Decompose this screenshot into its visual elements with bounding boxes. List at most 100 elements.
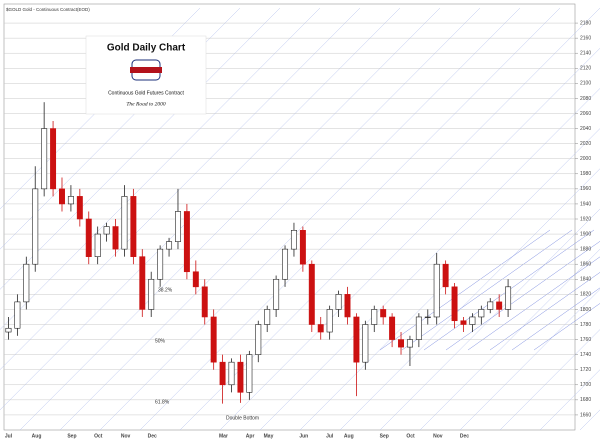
candle-body [496, 301, 503, 310]
x-tick-label: Jun [299, 433, 308, 439]
candle-body [94, 233, 101, 257]
candle-body [85, 218, 92, 257]
candle-body [255, 324, 262, 355]
candle-body [371, 309, 378, 325]
y-tick-label: 1720 [580, 367, 591, 373]
candle-body [192, 271, 199, 288]
candle-body [451, 286, 458, 322]
candle-body [326, 309, 333, 333]
x-tick-label: Apr [246, 433, 255, 439]
candle-body [264, 309, 271, 325]
candle-body [175, 211, 181, 242]
x-tick-label: Sep [67, 433, 76, 439]
y-tick-label: 2160 [580, 35, 591, 41]
y-tick-label: 1960 [580, 186, 591, 192]
trend-line [489, 272, 600, 351]
candle-body [59, 188, 65, 205]
annotation: 61.8% [155, 399, 170, 405]
x-tick-label: Aug [344, 433, 354, 439]
candle-body [362, 324, 369, 363]
candle-body [67, 196, 74, 205]
x-tick-label: Sep [380, 433, 389, 439]
trend-line [379, 229, 551, 351]
annotation: 38.2% [158, 287, 173, 293]
x-tick-label: Oct [94, 433, 103, 439]
candle-body [183, 211, 190, 273]
annotation: Double Bottom [226, 415, 259, 421]
candle-body [380, 309, 387, 318]
x-tick-label: Nov [121, 433, 131, 439]
y-tick-label: 2100 [580, 81, 591, 87]
candle-body [353, 316, 360, 363]
x-tick-label: Nov [433, 433, 443, 439]
x-tick-label: Jul [5, 433, 13, 439]
candle-body [344, 294, 351, 318]
candle-body [219, 361, 226, 386]
x-tick-label: Dec [148, 433, 157, 439]
trend-line [511, 287, 600, 351]
candle-body [201, 286, 208, 318]
y-tick-label: 2020 [580, 141, 591, 147]
y-tick-label: 1820 [580, 292, 591, 298]
y-tick-label: 1680 [580, 397, 591, 403]
candle-body [50, 128, 57, 190]
candle-body [505, 286, 512, 310]
y-tick-label: 1900 [580, 231, 591, 237]
axes: 1660 1680 1700 1720 1740 1760 1780 1800 1820 1840… [5, 20, 591, 439]
candle-body [406, 339, 413, 348]
candle-body [148, 278, 155, 310]
trend-line [419, 248, 600, 431]
candle-body [14, 301, 21, 329]
candle-body [237, 361, 244, 393]
chart-tagline: The Road to 2000 [126, 101, 166, 107]
candle-body [32, 188, 39, 265]
candle-body [433, 263, 440, 318]
candle-body [478, 309, 485, 318]
candle-body [308, 263, 315, 325]
x-tick-label: May [264, 433, 274, 439]
chart-title: Gold Daily Chart [107, 43, 186, 54]
candle-body [290, 230, 297, 250]
candle-body [469, 316, 476, 325]
x-tick-label: Mar [219, 433, 228, 439]
y-tick-label: 1940 [580, 201, 591, 207]
trend-line [379, 208, 600, 431]
trend-line [533, 303, 600, 351]
candle-body [317, 324, 324, 333]
candle-body [246, 354, 253, 393]
annotation: 50% [155, 338, 166, 344]
candle-body [228, 361, 235, 386]
chart-subtitle: Continuous Gold Futures Contract [108, 90, 184, 96]
candle-body [166, 241, 173, 250]
candle-body [210, 316, 217, 363]
y-tick-label: 2180 [580, 20, 591, 26]
y-tick-label: 2140 [580, 51, 591, 57]
candle-body [23, 263, 30, 303]
candle-body [41, 128, 48, 190]
chart-header: $GOLD Gold - Continuous Contract(EOD) [6, 7, 90, 12]
candle-body [460, 320, 467, 325]
y-tick-label: 2040 [580, 126, 591, 132]
candle-body [112, 226, 119, 250]
candle-body [415, 316, 422, 340]
candle-body [282, 248, 289, 280]
candle-body [157, 248, 164, 280]
y-tick-label: 2000 [580, 156, 591, 162]
y-tick-label: 1780 [580, 322, 591, 328]
candle-body [103, 226, 110, 235]
trend-line [401, 229, 573, 351]
y-tick-label: 1660 [580, 412, 591, 418]
candle-body [139, 256, 146, 310]
candle-body [299, 230, 306, 265]
candle-body [424, 316, 431, 318]
y-tick-label: 1700 [580, 382, 591, 388]
y-tick-label: 1760 [580, 337, 591, 343]
candle-body [442, 263, 449, 288]
candle-body [121, 196, 128, 250]
logo-band [130, 67, 162, 73]
trend-line [459, 288, 600, 431]
x-tick-label: Aug [32, 433, 42, 439]
y-tick-label: 1740 [580, 352, 591, 358]
y-tick-label: 1840 [580, 277, 591, 283]
